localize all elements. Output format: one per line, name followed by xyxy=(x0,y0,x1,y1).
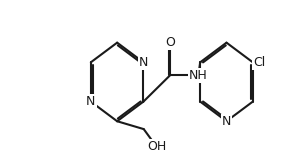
Text: N: N xyxy=(139,56,148,69)
Text: N: N xyxy=(222,115,231,128)
Text: Cl: Cl xyxy=(253,56,265,69)
Text: NH: NH xyxy=(189,69,208,82)
Text: N: N xyxy=(86,95,95,108)
Text: O: O xyxy=(165,36,175,49)
Text: OH: OH xyxy=(147,140,166,153)
